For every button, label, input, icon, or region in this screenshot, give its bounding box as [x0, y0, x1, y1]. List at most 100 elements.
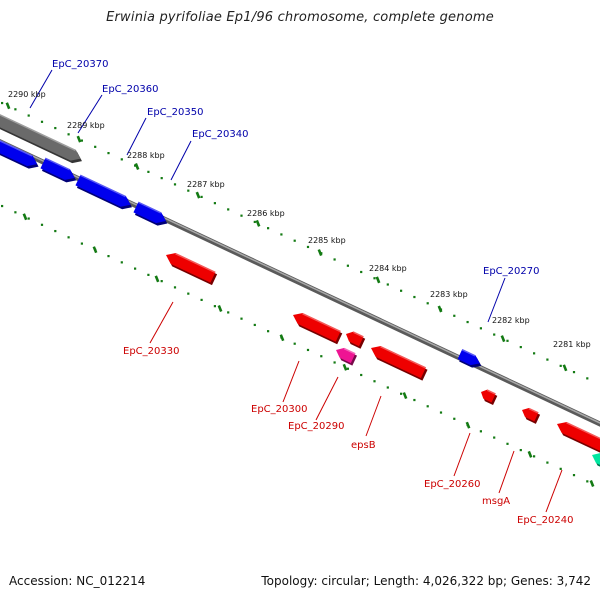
tick-label: 2283 kbp — [430, 290, 468, 299]
gene-forward-3[interactable] — [75, 174, 132, 210]
gene-forward-1-body — [0, 140, 38, 167]
reverse-track-dot — [160, 280, 163, 283]
forward-gene-label-leader — [170, 140, 192, 181]
gene-forward-2[interactable] — [40, 157, 77, 183]
reverse-track-dot — [134, 267, 137, 270]
gene-reverse-7[interactable] — [557, 421, 600, 453]
gene-forward-4-body — [133, 201, 166, 224]
forward-track-dot — [134, 164, 137, 167]
forward-track-dot — [173, 183, 177, 186]
tick-label: 2281 kbp — [553, 340, 591, 349]
reverse-track-dot — [586, 480, 589, 483]
forward-track-major-tick — [76, 135, 82, 143]
forward-track-dot — [253, 220, 256, 224]
reverse-track-dot — [546, 461, 549, 464]
forward-track-dot — [1, 101, 4, 105]
forward-track-dot — [306, 245, 310, 249]
forward-track-dot — [240, 214, 243, 217]
genome-summary-text: Topology: circular; Length: 4,026,322 bp… — [261, 574, 591, 588]
gene-forward-4[interactable] — [133, 201, 168, 226]
forward-gene-label: EpC_20270 — [483, 266, 539, 323]
gene-other[interactable] — [592, 453, 600, 471]
reverse-track-dot — [373, 380, 376, 383]
forward-track-dot — [14, 108, 17, 111]
reverse-track-dot — [346, 367, 349, 370]
reverse-gene-label-leader — [149, 301, 174, 344]
forward-gene-label-text: EpC_20340 — [192, 129, 248, 140]
reverse-track-major-tick — [22, 213, 28, 221]
forward-track-dot — [546, 358, 549, 361]
reverse-track-dot — [306, 348, 310, 352]
forward-track-dot — [426, 302, 429, 305]
reverse-gene-label: EpC_20290 — [288, 376, 344, 432]
gene-reverse-2[interactable] — [293, 312, 343, 345]
forward-track-dot — [80, 139, 83, 142]
forward-track-dot — [54, 126, 57, 130]
forward-track-dot — [373, 277, 376, 280]
forward-track-dot — [466, 320, 469, 324]
forward-track-dot — [27, 114, 30, 117]
gene-rna-body — [336, 347, 356, 364]
reverse-track-dot — [80, 242, 83, 245]
gene-grey-highlight — [0, 114, 76, 152]
gene-rna-highlight — [343, 347, 356, 355]
gene-reverse-7-body — [557, 421, 600, 451]
forward-gene-label-leader — [29, 69, 53, 109]
reverse-track-dot — [120, 261, 123, 264]
gene-forward-1[interactable] — [0, 137, 39, 169]
forward-track-dot — [200, 195, 203, 199]
forward-track-dot — [120, 158, 123, 161]
reverse-track-dot — [479, 430, 482, 433]
forward-gene-label: EpC_20340 — [170, 129, 248, 181]
gene-forward-5[interactable] — [457, 349, 482, 368]
reverse-track-dot — [506, 442, 509, 445]
forward-track-dot — [586, 377, 589, 380]
gene-reverse-3-highlight — [353, 331, 364, 338]
forward-track-dot — [533, 352, 536, 355]
gene-reverse-4[interactable] — [371, 345, 428, 381]
forward-gene-label: EpC_20350 — [126, 107, 203, 156]
reverse-gene-label-text: EpC_20240 — [517, 515, 573, 526]
reverse-track-dot — [519, 448, 522, 452]
forward-track-dot — [559, 364, 562, 367]
gene-forward-5-body — [457, 349, 480, 366]
gene-reverse-1[interactable] — [166, 252, 218, 286]
forward-track-dot — [333, 258, 336, 261]
gene-forward-2-body — [40, 157, 75, 180]
reverse-gene-label-leader — [453, 432, 471, 477]
reverse-track-major-tick — [402, 392, 408, 400]
gene-rna[interactable] — [336, 347, 358, 366]
gene-reverse-6[interactable] — [522, 407, 541, 424]
reverse-gene-label: EpC_20260 — [424, 432, 480, 490]
gene-forward-1-highlight — [0, 140, 33, 157]
reverse-track-dot — [1, 204, 4, 208]
reverse-gene-label-text: epsB — [351, 440, 376, 451]
forward-track-dot — [400, 289, 403, 292]
reverse-gene-label-leader — [315, 376, 339, 421]
reverse-gene-label-text: EpC_20330 — [123, 346, 179, 357]
forward-track-dot — [386, 283, 389, 286]
gene-forward-3-body — [75, 174, 131, 207]
tick-label: 2290 kbp — [8, 90, 46, 99]
forward-track-dot — [187, 189, 190, 192]
reverse-gene-label: EpC_20300 — [251, 360, 307, 415]
reverse-gene-label: epsB — [351, 395, 382, 451]
gene-reverse-3[interactable] — [346, 331, 366, 349]
reverse-track-major-tick — [279, 334, 285, 342]
gene-reverse-1-body — [166, 252, 216, 283]
gene-grey[interactable] — [0, 111, 82, 164]
reverse-gene-label: EpC_20240 — [517, 469, 573, 526]
gene-reverse-2-body — [293, 312, 341, 342]
gene-reverse-4-highlight — [380, 345, 427, 369]
reverse-gene-label-text: EpC_20290 — [288, 421, 344, 432]
gene-reverse-5-highlight — [486, 389, 496, 395]
reverse-gene-label-text: msgA — [482, 496, 510, 507]
tick-label: 2287 kbp — [187, 180, 225, 189]
gene-reverse-6-highlight — [528, 407, 539, 414]
forward-gene-label-text: EpC_20270 — [483, 266, 539, 277]
gene-reverse-5[interactable] — [481, 389, 498, 405]
reverse-gene-label: msgA — [482, 450, 515, 507]
reverse-track-dot — [14, 211, 17, 214]
tick-label: 2289 kbp — [67, 121, 105, 130]
gene-reverse-3-body — [346, 331, 364, 347]
